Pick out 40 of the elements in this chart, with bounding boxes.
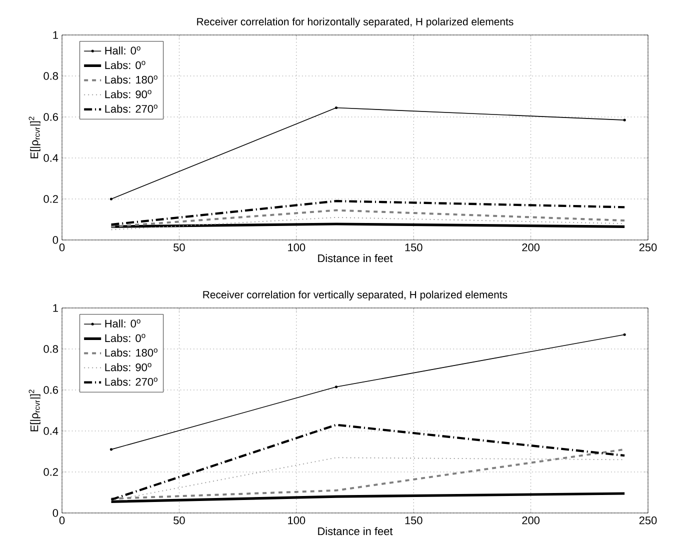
y-tick-label: 0.4 — [44, 154, 58, 162]
x-tick-label: 0 — [59, 516, 65, 524]
x-tick-label: 50 — [174, 244, 185, 252]
x-tick-label: 100 — [288, 244, 306, 252]
y-axis-title: E[|ρ$_{rcvr}$|]$^{2}$ — [28, 116, 40, 158]
legend-label: Labs: 90$^{o}$ — [105, 363, 152, 372]
x-axis-title: Distance in feet — [318, 254, 393, 262]
y-tick-label: 0.2 — [44, 195, 58, 203]
x-tick-label: 200 — [522, 516, 540, 524]
x-tick-label: 200 — [522, 244, 540, 252]
x-tick-label: 0 — [59, 244, 65, 252]
x-tick-label: 50 — [174, 516, 185, 524]
y-tick-label: 0 — [52, 509, 58, 517]
y-tick-label: 1 — [53, 31, 58, 39]
y-tick-label: 0 — [52, 236, 58, 244]
y-tick-label: 1 — [53, 304, 58, 312]
y-tick-label: 0.6 — [44, 113, 58, 121]
y-tick-label: 0.4 — [44, 427, 58, 435]
legend-label: Labs: 180$^{o}$ — [105, 75, 158, 84]
legend-label: Hall: 0$^{o}$ — [105, 46, 140, 55]
x-tick-label: 150 — [405, 516, 422, 524]
legend-label: Labs: 180$^{o}$ — [105, 348, 158, 357]
x-tick-label: 250 — [639, 516, 657, 524]
x-tick-label: 250 — [639, 244, 657, 252]
y-tick-label: 0.8 — [44, 72, 58, 80]
x-tick-label: 100 — [288, 516, 306, 524]
legend-label: Labs: 270$^{o}$ — [105, 378, 158, 386]
legend-label: Labs: 90$^{o}$ — [105, 90, 152, 98]
legend-label: Labs: 0$^{o}$ — [105, 334, 146, 342]
x-axis-title: Distance in feet — [318, 527, 393, 536]
legend-label: Labs: 270$^{o}$ — [105, 104, 158, 113]
legend-label: Hall: 0$^{o}$ — [105, 319, 140, 328]
y-tick-label: 0.2 — [44, 468, 58, 476]
legend-label: Labs: 0$^{o}$ — [105, 60, 146, 70]
y-tick-label: 0.6 — [44, 386, 58, 394]
chart-title: Receiver correlation for vertically separated, H polarized elements — [203, 290, 508, 300]
chart-title: Receiver correlation for horizontally separated, H polarized elements — [197, 18, 514, 28]
x-tick-label: 150 — [405, 244, 422, 252]
y-axis-title: E[|ρ$_{rcvr}$|]$^{2}$ — [28, 390, 40, 432]
y-tick-label: 0.8 — [44, 345, 58, 353]
